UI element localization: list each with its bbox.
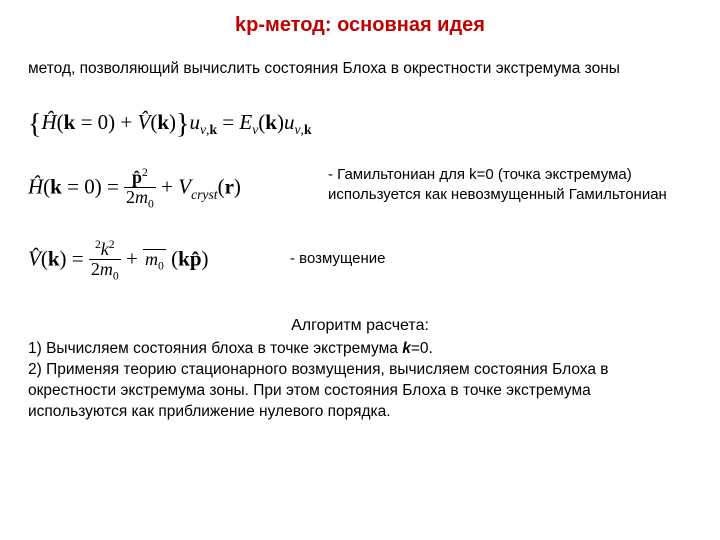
var-m: m	[100, 259, 113, 279]
algo-line-1b: =0.	[411, 340, 433, 357]
var-k: k	[178, 247, 190, 271]
algorithm-heading: Алгоритм расчета:	[28, 317, 692, 335]
algorithm-body: 1) Вычисляем состояния блоха в точке экс…	[28, 339, 692, 423]
plus: +	[115, 110, 137, 134]
plus: +	[126, 247, 143, 271]
op-H: Ĥ	[41, 110, 56, 134]
var-r: r	[225, 175, 234, 199]
var-m: m	[135, 187, 148, 207]
sub-0: 0	[148, 198, 154, 211]
frac-p2-2m0: p̂2 2m0	[124, 167, 156, 211]
page-title: kp-метод: основная идея	[28, 14, 692, 37]
op-p: p̂	[190, 247, 202, 271]
equation-3: V̂(k) = 2k2 2m0 + m0 (kp̂)	[28, 239, 209, 283]
var-k: k	[64, 110, 76, 134]
sub-0: 0	[113, 270, 119, 283]
sup-2: 2	[142, 166, 148, 179]
frac-h-m0: m0	[143, 249, 166, 273]
note-hamiltonian: - Гамильтониан для k=0 (точка экстремума…	[328, 165, 688, 204]
intro-text: метод, позволяющий вычислить состояния Б…	[28, 59, 692, 79]
op-V: V̂	[28, 247, 41, 271]
paren: )	[277, 110, 284, 134]
paren: (	[41, 247, 48, 271]
paren: )	[169, 110, 176, 134]
algo-line-2: 2) Применяя теорию стационарного возмуще…	[28, 361, 609, 420]
op-V: V̂	[138, 110, 151, 134]
equations-block: {Ĥ(k = 0) + V̂(k)}uν,k = Eν(k)uν,k Ĥ(k =…	[28, 109, 692, 299]
var-k: k	[101, 239, 109, 259]
num-2: 2	[91, 259, 100, 279]
fn-E: E	[239, 110, 252, 134]
paren: )	[202, 247, 209, 271]
note-perturbation: - возмущение	[290, 249, 386, 269]
paren: )	[234, 175, 241, 199]
paren: (	[57, 110, 64, 134]
fn-V: V	[178, 175, 191, 199]
txt: ) =	[60, 247, 89, 271]
num-2: 2	[126, 187, 135, 207]
var-k: k	[265, 110, 277, 134]
sub-cryst: cryst	[191, 187, 218, 202]
txt: = 0) =	[62, 175, 124, 199]
equals: =	[217, 110, 239, 134]
frac-h2k2-2m0: 2k2 2m0	[89, 239, 121, 283]
equation-2: Ĥ(k = 0) = p̂2 2m0 + Vcryst(r)	[28, 167, 241, 211]
op-p: p̂	[132, 167, 142, 187]
op-H: Ĥ	[28, 175, 43, 199]
var-m: m	[145, 249, 158, 269]
paren: (	[218, 175, 225, 199]
algo-line-1a: 1) Вычисляем состояния блоха в точке экс…	[28, 340, 402, 357]
algo-k-var: k	[402, 340, 411, 357]
right-brace: }	[176, 109, 189, 140]
sub-k: k	[209, 122, 217, 137]
var-k: k	[48, 247, 60, 271]
txt: = 0)	[75, 110, 115, 134]
sub-0: 0	[158, 260, 164, 273]
sub-k: k	[304, 122, 312, 137]
fn-u: u	[284, 110, 295, 134]
sup-2: 2	[109, 238, 115, 251]
plus: +	[161, 175, 178, 199]
equation-1: {Ĥ(k = 0) + V̂(k)}uν,k = Eν(k)uν,k	[28, 109, 312, 141]
fn-u: u	[189, 110, 200, 134]
var-k: k	[157, 110, 169, 134]
left-brace: {	[28, 109, 41, 140]
var-k: k	[50, 175, 62, 199]
